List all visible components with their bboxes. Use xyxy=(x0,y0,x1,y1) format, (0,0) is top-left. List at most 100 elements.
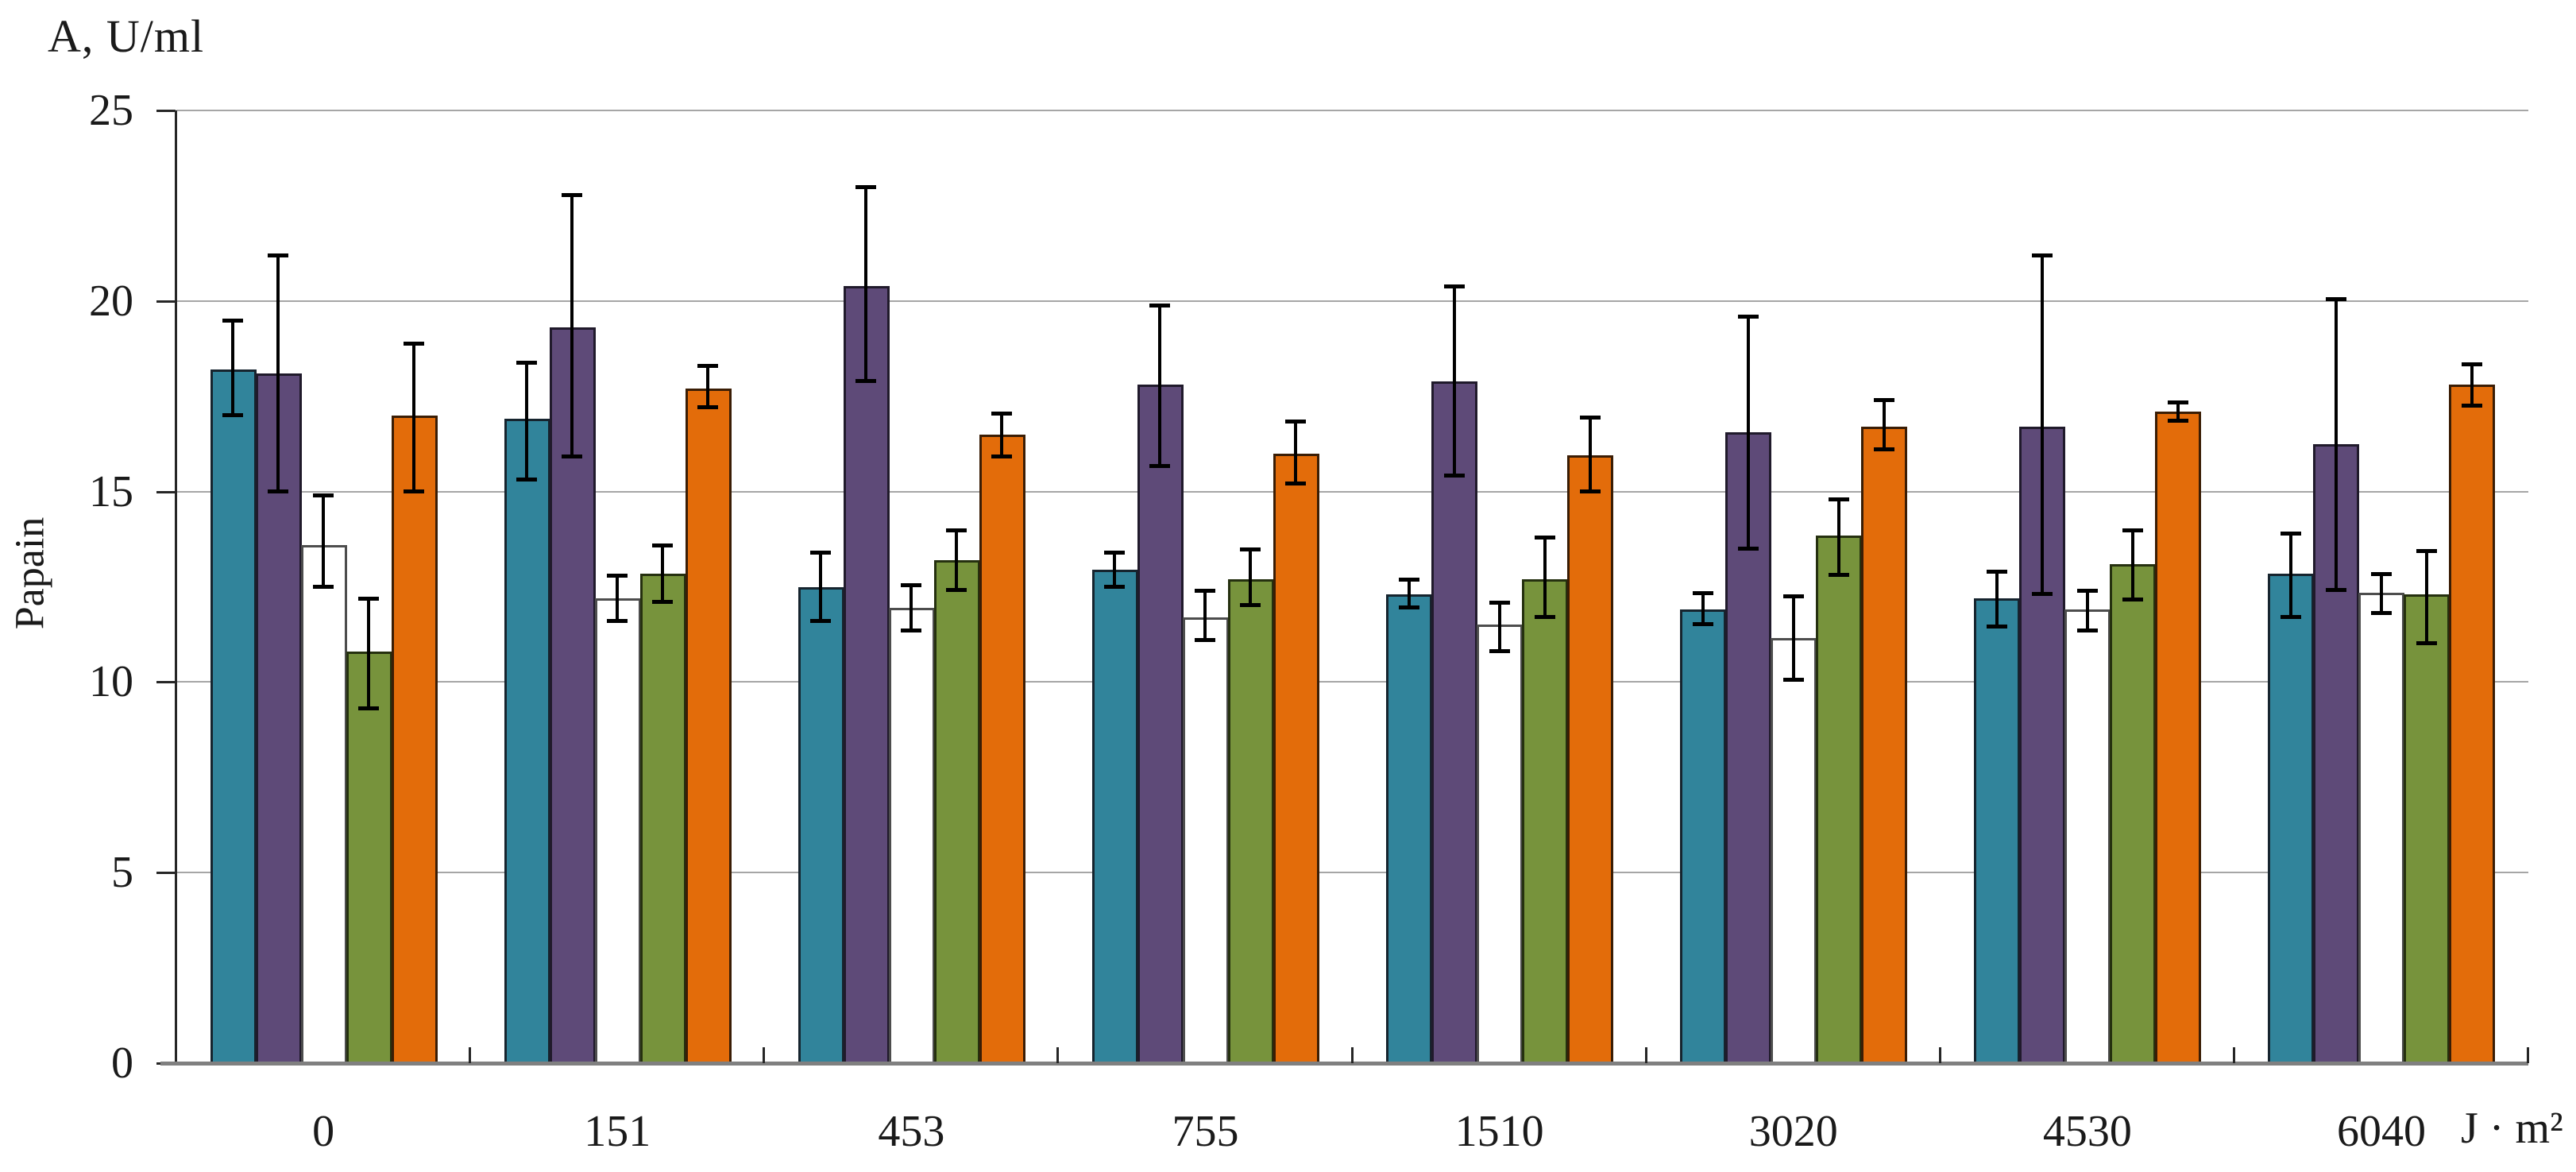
bar-teal xyxy=(210,369,257,1063)
bar-purple xyxy=(1431,381,1477,1063)
gridline xyxy=(176,110,2528,111)
bar-green xyxy=(933,559,980,1063)
error-bar-line xyxy=(1588,417,1592,492)
y-tick-label: 5 xyxy=(111,848,133,898)
error-bar-cap-bottom xyxy=(2325,588,2346,593)
bar-white xyxy=(1182,617,1229,1063)
error-bar-cap-bottom xyxy=(1737,546,1759,551)
x-axis-tick xyxy=(1938,1047,1941,1063)
error-bar-cap-top xyxy=(652,543,674,547)
error-bar-cap-bottom xyxy=(1579,489,1601,493)
x-tick-label: 151 xyxy=(584,1107,651,1156)
error-bar-cap-top xyxy=(2031,253,2053,258)
error-bar-line xyxy=(322,495,325,587)
error-bar-cap-top xyxy=(1443,284,1465,288)
error-bar-cap-bottom xyxy=(1195,637,1216,642)
bar-teal xyxy=(1680,609,1727,1063)
bar-orange xyxy=(979,434,1025,1063)
error-bar-cap-top xyxy=(2076,589,2098,594)
error-bar-line xyxy=(1701,592,1705,625)
gridline xyxy=(176,872,2528,874)
x-axis-tick xyxy=(1350,1047,1354,1063)
error-bar-line xyxy=(955,529,959,591)
bar-teal xyxy=(504,419,550,1063)
bar-white xyxy=(2064,609,2111,1063)
error-bar-cap-top xyxy=(1986,570,2007,574)
y-tick-label: 20 xyxy=(89,276,133,326)
x-tick-label: 755 xyxy=(1172,1107,1239,1156)
error-bar-cap-bottom xyxy=(991,454,1013,459)
x-tick-label: 6040 xyxy=(2336,1107,2426,1156)
error-bar-cap-top xyxy=(1489,600,1510,605)
error-bar-cap-top xyxy=(2370,571,2392,576)
error-bar-cap-top xyxy=(404,341,424,346)
error-bar-cap-top xyxy=(607,574,628,578)
error-bar-cap-bottom xyxy=(1489,649,1510,654)
x-tick-label: 453 xyxy=(878,1107,945,1156)
error-bar-cap-bottom xyxy=(652,599,674,604)
error-bar-line xyxy=(2176,401,2180,421)
error-bar-cap-bottom xyxy=(222,412,243,417)
bar-green xyxy=(1816,535,1863,1063)
gridline xyxy=(176,490,2528,493)
error-bar-line xyxy=(1249,548,1253,606)
error-bar-line xyxy=(570,194,574,458)
error-bar-cap-top xyxy=(1104,551,1126,555)
error-bar-cap-bottom xyxy=(2370,611,2392,616)
error-bar-cap-bottom xyxy=(1398,605,1419,609)
error-bar-line xyxy=(1294,420,1298,484)
bar-white xyxy=(1771,638,1817,1063)
error-bar-line xyxy=(2379,573,2383,614)
error-bar-cap-bottom xyxy=(1285,482,1307,485)
error-bar-cap-top xyxy=(2122,528,2143,532)
error-bar-line xyxy=(864,186,868,381)
x-axis-tick xyxy=(1056,1047,1060,1063)
bar-orange xyxy=(1861,427,1908,1063)
error-bar-cap-bottom xyxy=(2031,592,2053,597)
error-bar-cap-bottom xyxy=(1104,584,1126,589)
error-bar-cap-bottom xyxy=(1534,614,1555,619)
error-bar-cap-top xyxy=(2461,362,2482,366)
error-bar-cap-top xyxy=(2280,532,2301,536)
x-tick-label: 1510 xyxy=(1454,1107,1544,1156)
error-bar-line xyxy=(2085,590,2089,631)
error-bar-line xyxy=(412,342,415,492)
error-bar-cap-top xyxy=(1534,536,1555,540)
bar-green xyxy=(639,573,686,1063)
error-bar-cap-bottom xyxy=(1240,603,1261,608)
error-bar-cap-bottom xyxy=(1149,464,1171,469)
bar-orange xyxy=(1273,453,1319,1063)
error-bar-cap-top xyxy=(1873,398,1894,403)
error-bar-line xyxy=(616,575,620,621)
error-bar-line xyxy=(1995,571,1999,627)
error-bar-line xyxy=(2334,299,2338,591)
chart-title: A, U/ml xyxy=(48,10,205,62)
error-bar-cap-bottom xyxy=(1986,624,2007,629)
y-tick-label: 25 xyxy=(89,86,133,135)
bar-orange xyxy=(1567,455,1613,1063)
error-bar-line xyxy=(2130,529,2134,601)
error-bar-cap-top xyxy=(313,493,334,498)
bar-purple xyxy=(843,285,890,1063)
error-bar-line xyxy=(1203,590,1207,640)
error-bar-cap-top xyxy=(1737,314,1759,319)
error-bar-cap-top xyxy=(358,596,379,601)
bar-green xyxy=(1522,578,1568,1063)
bar-teal xyxy=(798,586,844,1063)
error-bar-cap-top xyxy=(516,360,538,365)
error-bar-cap-bottom xyxy=(697,405,719,410)
error-bar-cap-bottom xyxy=(1873,447,1894,451)
bar-orange xyxy=(2449,385,2496,1063)
x-axis-tick xyxy=(1644,1047,1647,1063)
y-axis-tick xyxy=(156,872,176,875)
error-bar-cap-bottom xyxy=(607,618,628,623)
y-axis-tick xyxy=(156,300,176,303)
error-bar-line xyxy=(706,366,710,408)
error-bar-cap-top xyxy=(810,551,832,555)
error-bar-cap-top xyxy=(1579,416,1601,420)
error-bar-line xyxy=(1000,413,1004,458)
bar-white xyxy=(300,544,347,1063)
error-bar-cap-top xyxy=(697,364,719,369)
